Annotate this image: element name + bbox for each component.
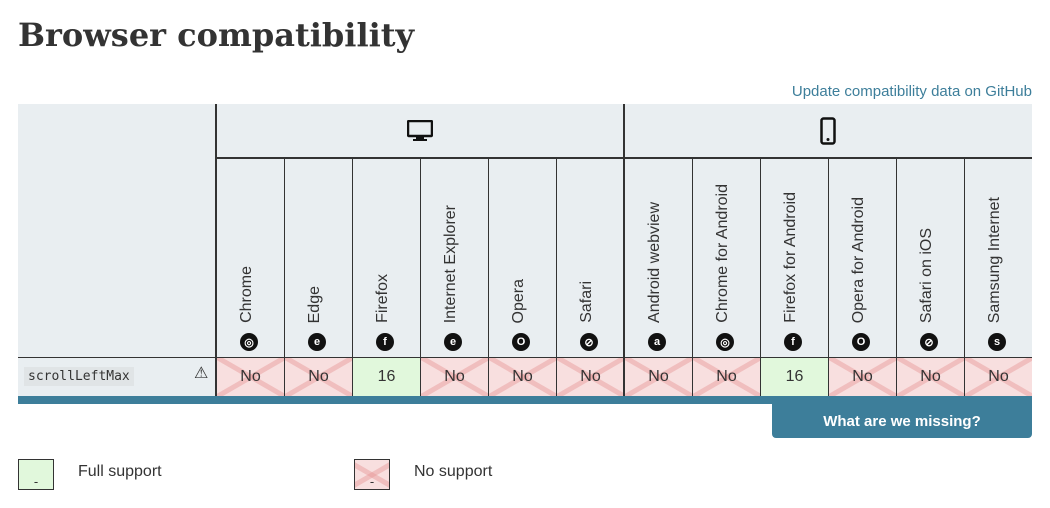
support-cell[interactable]: No xyxy=(421,358,488,396)
browser-logo-icon: f xyxy=(376,333,394,351)
support-value: No xyxy=(512,368,533,385)
column-divider xyxy=(623,104,625,396)
column-divider xyxy=(896,157,897,396)
browser-header: Samsung Internet s xyxy=(964,157,1032,357)
browser-logo-icon: ◎ xyxy=(240,333,258,351)
support-cell[interactable]: No xyxy=(693,358,760,396)
feature-name[interactable]: scrollLeftMax xyxy=(24,367,134,386)
mobile-icon xyxy=(820,116,836,145)
column-divider xyxy=(828,157,829,396)
browser-header: Safari ⊘ xyxy=(556,157,624,357)
legend-full-label: Full support xyxy=(78,463,162,480)
legend-none-swatch: - xyxy=(354,459,390,490)
support-cell[interactable]: No xyxy=(965,358,1032,396)
legend-marker: - xyxy=(369,474,375,489)
browser-name: Safari on iOS xyxy=(918,227,935,323)
support-value: No xyxy=(444,368,465,385)
legend-marker: - xyxy=(33,474,39,489)
browser-name: Opera xyxy=(510,278,527,323)
browser-header: Safari on iOS ⊘ xyxy=(896,157,964,357)
support-cell[interactable]: No xyxy=(897,358,964,396)
support-value: No xyxy=(648,368,669,385)
column-divider xyxy=(692,157,693,396)
browser-logo-icon: ⊘ xyxy=(580,333,598,351)
browser-logo-icon: ◎ xyxy=(716,333,734,351)
browser-header: Chrome ◎ xyxy=(216,157,284,357)
browser-logo-icon: O xyxy=(852,333,870,351)
browser-name: Internet Explorer xyxy=(442,204,459,323)
column-divider xyxy=(964,157,965,396)
support-value: No xyxy=(308,368,329,385)
legend-full-swatch: - xyxy=(18,459,54,490)
support-cell[interactable]: No xyxy=(217,358,284,396)
mobile-group xyxy=(624,104,1032,159)
desktop-icon xyxy=(407,119,433,141)
support-cell[interactable]: No xyxy=(829,358,896,396)
update-github-link[interactable]: Update compatibility data on GitHub xyxy=(791,83,1032,100)
table-bottom-bar xyxy=(18,396,1032,404)
browser-logo-icon: s xyxy=(988,333,1006,351)
support-value: No xyxy=(852,368,873,385)
support-value: No xyxy=(240,368,261,385)
support-value: No xyxy=(580,368,601,385)
support-cell[interactable]: No xyxy=(557,358,624,396)
browser-logo-icon: ⊘ xyxy=(920,333,938,351)
column-divider xyxy=(420,157,421,396)
support-value: 16 xyxy=(785,368,804,385)
browser-header: Opera O xyxy=(488,157,556,357)
browser-name: Firefox xyxy=(374,274,391,323)
browser-logo-icon: O xyxy=(512,333,530,351)
browser-name: Opera for Android xyxy=(850,196,867,323)
support-value: 16 xyxy=(377,368,396,385)
browser-name: Samsung Internet xyxy=(986,196,1003,323)
browser-header: Internet Explorer e xyxy=(420,157,488,357)
support-value: No xyxy=(988,368,1009,385)
support-cell[interactable]: No xyxy=(625,358,692,396)
support-cell[interactable]: 16 xyxy=(353,358,420,396)
browser-header: Firefox for Android f xyxy=(760,157,828,357)
browser-header: Opera for Android O xyxy=(828,157,896,357)
browser-name: Chrome for Android xyxy=(714,184,731,323)
column-divider xyxy=(488,157,489,396)
column-divider xyxy=(556,157,557,396)
browser-logo-icon: e xyxy=(308,333,326,351)
desktop-group xyxy=(216,104,624,159)
browser-header: Chrome for Android ◎ xyxy=(692,157,760,357)
support-cell[interactable]: No xyxy=(285,358,352,396)
support-cell[interactable]: No xyxy=(489,358,556,396)
browser-logo-icon: f xyxy=(784,333,802,351)
legend-none-label: No support xyxy=(414,463,493,480)
column-divider xyxy=(760,157,761,396)
browser-name: Edge xyxy=(306,285,323,323)
page-title: Browser compatibility xyxy=(18,16,415,54)
browser-logo-icon: a xyxy=(648,333,666,351)
support-cell[interactable]: 16 xyxy=(761,358,828,396)
column-divider xyxy=(284,157,285,396)
column-divider xyxy=(215,104,217,396)
browser-name: Safari xyxy=(578,281,595,323)
browser-header: Firefox f xyxy=(352,157,420,357)
what-are-we-missing-button[interactable]: What are we missing? xyxy=(772,404,1032,438)
warning-icon[interactable]: ⚠ xyxy=(194,365,209,382)
support-value: No xyxy=(920,368,941,385)
browser-name: Firefox for Android xyxy=(782,192,799,323)
support-value: No xyxy=(716,368,737,385)
browser-header: Android webview a xyxy=(624,157,692,357)
column-divider xyxy=(352,157,353,396)
browser-name: Android webview xyxy=(646,202,663,323)
browser-header: Edge e xyxy=(284,157,352,357)
browser-name: Chrome xyxy=(238,266,255,323)
compat-table: scrollLeftMax ⚠ Chrome ◎ No Edge e No Firefox f… xyxy=(18,104,1032,396)
browser-logo-icon: e xyxy=(444,333,462,351)
